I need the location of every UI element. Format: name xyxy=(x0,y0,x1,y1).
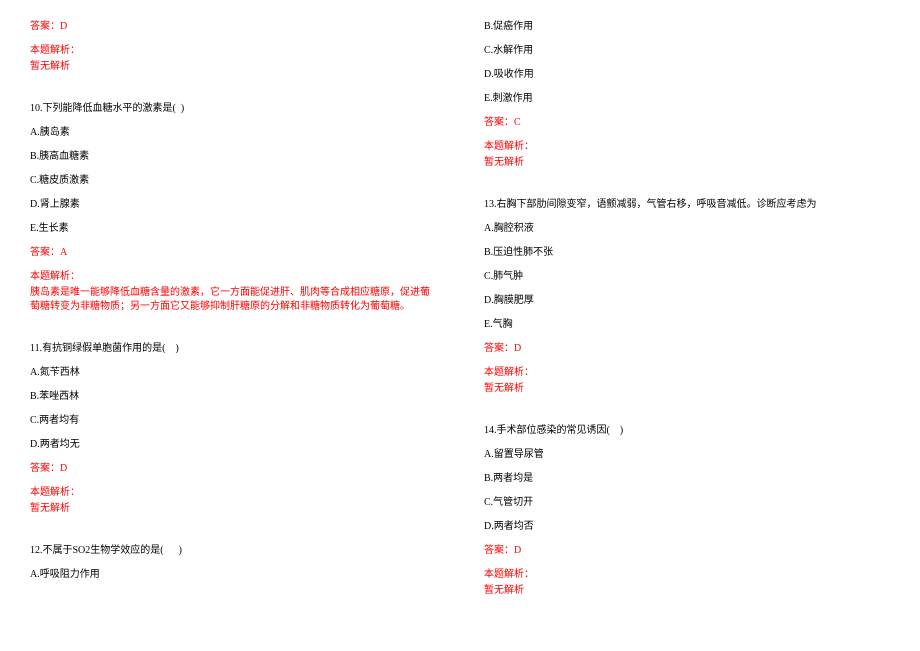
q14-opt-c: C.气管切开 xyxy=(484,496,890,510)
q12-opt-d: D.吸收作用 xyxy=(484,68,890,82)
q9-expl-label: 本题解析： xyxy=(30,44,436,58)
q13-opt-d: D.胸膜肥厚 xyxy=(484,294,890,308)
q13-expl-body: 暂无解析 xyxy=(484,382,890,396)
q12-opt-b: B.促癌作用 xyxy=(484,20,890,34)
q12-stem: 12.不属于SO2生物学效应的是( ) xyxy=(30,544,436,558)
q12-opt-e: E.刺激作用 xyxy=(484,92,890,106)
q14-expl-body: 暂无解析 xyxy=(484,584,890,598)
q14-answer: 答案：D xyxy=(484,544,890,558)
q12-expl-body: 暂无解析 xyxy=(484,156,890,170)
q10-expl-body: 胰岛素是唯一能够降低血糖含量的激素，它一方面能促进肝、肌肉等合成相应糖原，促进葡… xyxy=(30,286,436,314)
q9-answer: 答案：D xyxy=(30,20,436,34)
q11-opt-a: A.氮苄西林 xyxy=(30,366,436,380)
q10-stem: 10.下列能降低血糖水平的激素是( ) xyxy=(30,102,436,116)
q9-expl-body: 暂无解析 xyxy=(30,60,436,74)
q10-opt-e: E.生长素 xyxy=(30,222,436,236)
q11-opt-c: C.两者均有 xyxy=(30,414,436,428)
spacer xyxy=(484,180,890,198)
q13-opt-a: A.胸腔积液 xyxy=(484,222,890,236)
q10-answer: 答案：A xyxy=(30,246,436,260)
q14-stem: 14.手术部位感染的常见诱因( ) xyxy=(484,424,890,438)
q10-opt-c: C.糖皮质激素 xyxy=(30,174,436,188)
q11-expl-body: 暂无解析 xyxy=(30,502,436,516)
q10-expl-label: 本题解析： xyxy=(30,270,436,284)
q13-answer: 答案：D xyxy=(484,342,890,356)
q11-stem: 11.有抗铜绿假单胞菌作用的是( ) xyxy=(30,342,436,356)
q11-expl-label: 本题解析： xyxy=(30,486,436,500)
spacer xyxy=(30,324,436,342)
q12-expl-label: 本题解析： xyxy=(484,140,890,154)
q10-opt-b: B.胰高血糖素 xyxy=(30,150,436,164)
q13-opt-c: C.肺气肿 xyxy=(484,270,890,284)
q11-opt-d: D.两者均无 xyxy=(30,438,436,452)
q14-opt-b: B.两者均是 xyxy=(484,472,890,486)
q11-opt-b: B.苯唑西林 xyxy=(30,390,436,404)
q13-stem: 13.右胸下部肋间隙变窄，语颤减弱，气管右移，呼吸音减低。诊断应考虑为 xyxy=(484,198,890,212)
q14-expl-label: 本题解析： xyxy=(484,568,890,582)
q12-answer: 答案：C xyxy=(484,116,890,130)
q12-opt-a: A.呼吸阻力作用 xyxy=(30,568,436,582)
spacer xyxy=(30,84,436,102)
q14-opt-a: A.留置导尿管 xyxy=(484,448,890,462)
q14-opt-d: D.两者均否 xyxy=(484,520,890,534)
spacer xyxy=(30,526,436,544)
q13-opt-e: E.气胸 xyxy=(484,318,890,332)
q10-opt-a: A.胰岛素 xyxy=(30,126,436,140)
spacer xyxy=(484,406,890,424)
q12-opt-c: C.水解作用 xyxy=(484,44,890,58)
q13-opt-b: B.压迫性肺不张 xyxy=(484,246,890,260)
q13-expl-label: 本题解析： xyxy=(484,366,890,380)
q11-answer: 答案：D xyxy=(30,462,436,476)
q10-opt-d: D.肾上腺素 xyxy=(30,198,436,212)
